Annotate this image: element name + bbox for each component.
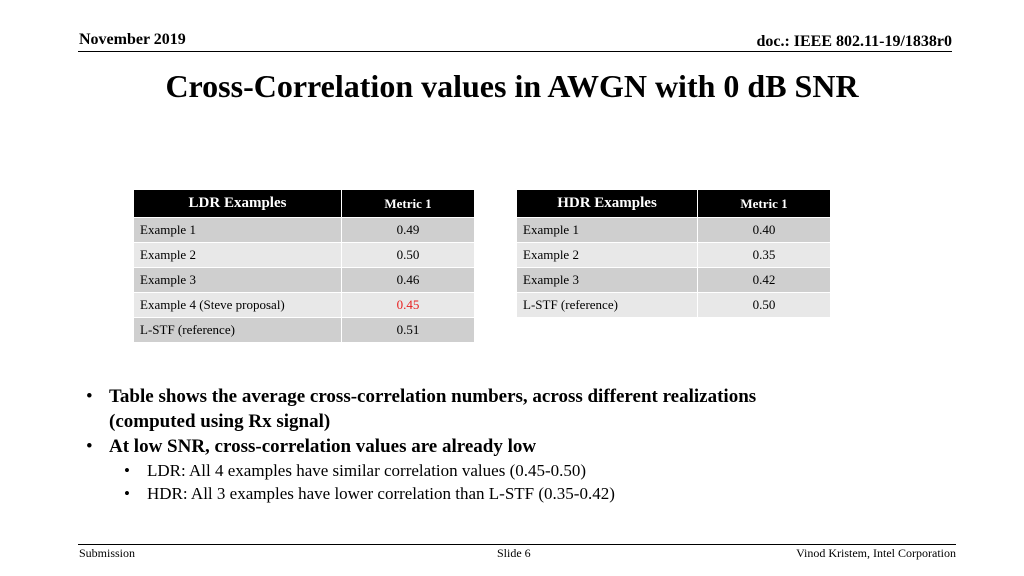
ldr-header-metric: Metric 1 xyxy=(341,189,475,218)
ldr-header-examples: LDR Examples xyxy=(133,189,342,218)
row-value: 0.50 xyxy=(697,292,831,318)
row-label: Example 3 xyxy=(516,267,698,293)
row-value: 0.42 xyxy=(697,267,831,293)
row-label: Example 1 xyxy=(516,217,698,243)
hdr-table: HDR Examples Metric 1 Example 1 0.40 Exa… xyxy=(516,189,831,318)
bullet-text: At low SNR, cross-correlation values are… xyxy=(109,436,537,457)
table-row: L-STF (reference) 0.50 xyxy=(516,292,831,318)
row-label: Example 2 xyxy=(133,242,342,268)
row-label: Example 1 xyxy=(133,217,342,243)
bullet-dot-icon: • xyxy=(124,461,130,480)
row-label: Example 4 (Steve proposal) xyxy=(133,292,342,318)
table-row: Example 1 0.40 xyxy=(516,217,831,243)
row-value-highlighted: 0.45 xyxy=(341,292,475,318)
row-label: L-STF (reference) xyxy=(133,317,342,343)
row-label: Example 3 xyxy=(133,267,342,293)
header-divider xyxy=(78,51,952,52)
bullet-text: (computed using Rx signal) xyxy=(109,411,331,432)
table-row: Example 4 (Steve proposal) 0.45 xyxy=(133,292,475,318)
sub-bullet-text: HDR: All 3 examples have lower correlati… xyxy=(147,484,615,503)
footer-slide-number: Slide 6 xyxy=(497,546,531,560)
sub-bullet-item: • HDR: All 3 examples have lower correla… xyxy=(86,482,966,505)
table-row: Example 3 0.42 xyxy=(516,267,831,293)
slide-title: Cross-Correlation values in AWGN with 0 … xyxy=(165,68,859,104)
bullet-list: • Table shows the average cross-correlat… xyxy=(86,384,966,505)
bullet-dot-icon: • xyxy=(86,436,93,457)
table-row: L-STF (reference) 0.51 xyxy=(133,317,475,343)
footer-divider xyxy=(78,544,956,545)
header-doc-id: doc.: IEEE 802.11-19/1838r0 xyxy=(756,33,952,50)
table-row: Example 1 0.49 xyxy=(133,217,475,243)
row-value: 0.49 xyxy=(341,217,475,243)
table-row: Example 2 0.35 xyxy=(516,242,831,268)
table-header-row: HDR Examples Metric 1 xyxy=(516,189,831,218)
bullet-item: • Table shows the average cross-correlat… xyxy=(86,384,966,434)
table-row: Example 2 0.50 xyxy=(133,242,475,268)
row-value: 0.40 xyxy=(697,217,831,243)
table-row: Example 3 0.46 xyxy=(133,267,475,293)
row-value: 0.46 xyxy=(341,267,475,293)
footer-author: Vinod Kristem, Intel Corporation xyxy=(796,546,956,560)
footer-submission: Submission xyxy=(79,546,136,560)
hdr-header-metric: Metric 1 xyxy=(697,189,831,218)
sub-bullet-item: • LDR: All 4 examples have similar corre… xyxy=(86,459,966,482)
sub-bullet-text: LDR: All 4 examples have similar correla… xyxy=(147,461,587,480)
bullet-dot-icon: • xyxy=(86,386,93,407)
bullet-item: • At low SNR, cross-correlation values a… xyxy=(86,434,966,459)
bullet-dot-icon: • xyxy=(124,484,130,503)
bullet-text: Table shows the average cross-correlatio… xyxy=(109,386,757,407)
row-label: Example 2 xyxy=(516,242,698,268)
row-value: 0.51 xyxy=(341,317,475,343)
table-header-row: LDR Examples Metric 1 xyxy=(133,189,475,218)
header-date: November 2019 xyxy=(79,31,186,48)
hdr-header-examples: HDR Examples xyxy=(516,189,698,218)
ldr-table: LDR Examples Metric 1 Example 1 0.49 Exa… xyxy=(133,189,475,343)
row-value: 0.35 xyxy=(697,242,831,268)
row-value: 0.50 xyxy=(341,242,475,268)
row-label: L-STF (reference) xyxy=(516,292,698,318)
